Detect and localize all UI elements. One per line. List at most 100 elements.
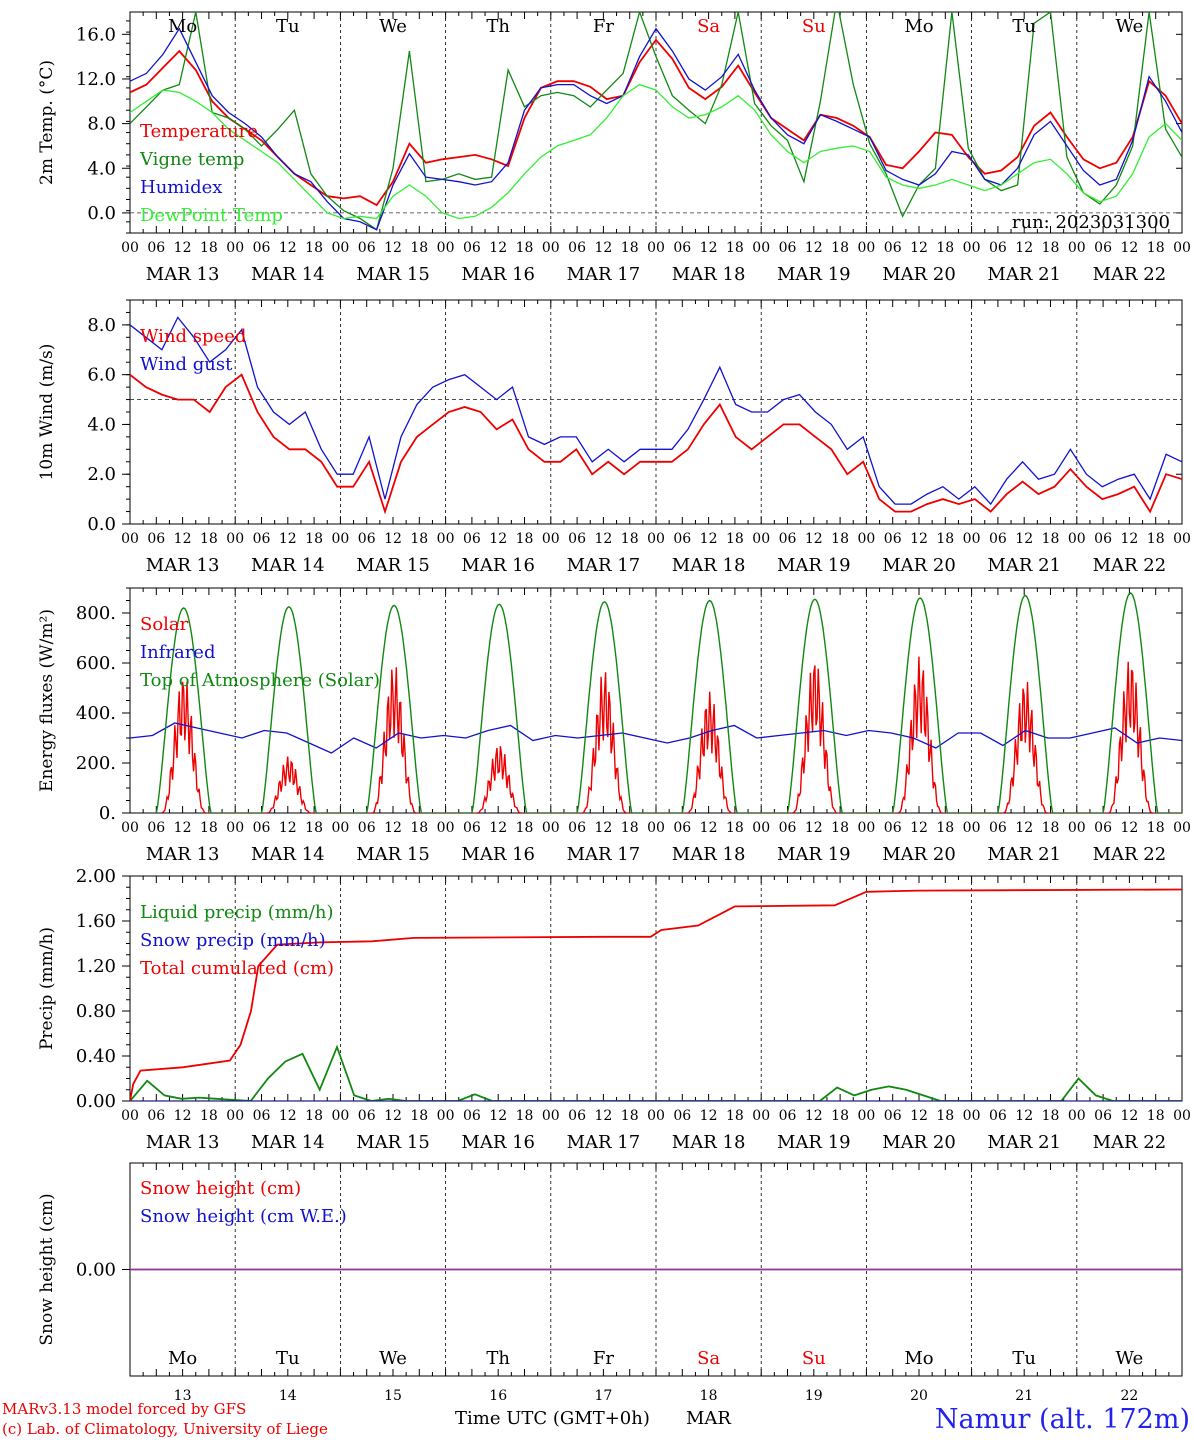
y-axis-label: 10m Wind (m/s) — [37, 344, 57, 481]
date-label: MAR 16 — [461, 264, 535, 285]
hour-label: 06 — [568, 240, 586, 256]
hour-label: 00 — [542, 1108, 560, 1124]
hour-label: 18 — [1147, 820, 1165, 836]
day-number: 14 — [279, 1388, 297, 1404]
date-label: MAR 22 — [1093, 555, 1167, 576]
hour-label: 18 — [1042, 240, 1060, 256]
date-label: MAR 14 — [251, 1132, 325, 1153]
y-axis-label: 2m Temp. (°C) — [37, 60, 57, 185]
hour-label: 18 — [410, 820, 428, 836]
hour-label: 00 — [647, 531, 665, 547]
legend-entry: Snow height (cm W.E.) — [140, 1206, 347, 1227]
series-solar-day — [1003, 681, 1048, 813]
hour-label: 06 — [253, 820, 271, 836]
hour-label: 06 — [779, 1108, 797, 1124]
y-tick-label: 12.0 — [76, 69, 116, 90]
legend-entry: Total cumulated (cm) — [140, 958, 334, 979]
day-name: Th — [486, 1348, 510, 1369]
hour-label: 00 — [331, 531, 349, 547]
hour-label: 00 — [226, 240, 244, 256]
series-group — [130, 12, 1182, 231]
day-name: We — [1116, 16, 1144, 37]
day-name: Tu — [1012, 1348, 1036, 1369]
panel-3: 800. 600. 400. 200. 0. Energy fluxes (W/m²) 00… — [37, 587, 1191, 865]
series-top-of-atmosphere-solar--day — [892, 597, 949, 813]
hour-label: 06 — [989, 1108, 1007, 1124]
hour-label: 12 — [384, 820, 402, 836]
hour-label: 06 — [463, 820, 481, 836]
hour-label: 18 — [936, 531, 954, 547]
date-label: MAR 14 — [251, 264, 325, 285]
hour-label: 00 — [226, 820, 244, 836]
hour-label: 06 — [147, 531, 165, 547]
hour-label: 18 — [726, 820, 744, 836]
series-solar-day — [582, 672, 627, 813]
date-label: MAR 13 — [146, 1132, 220, 1153]
legend-entry: Snow precip (mm/h) — [140, 930, 326, 951]
series-group — [130, 316, 1182, 515]
series-solar-day — [897, 656, 943, 813]
day-name: Tu — [1012, 16, 1036, 37]
series-humidex — [130, 27, 1182, 231]
hour-label: 06 — [989, 820, 1007, 836]
hour-label: 00 — [752, 531, 770, 547]
hour-label: 18 — [410, 531, 428, 547]
hour-label: 18 — [621, 240, 639, 256]
legend-entry: Temperature — [140, 121, 258, 142]
run-label: run: 2023031300 — [1012, 212, 1170, 233]
hour-label: 18 — [200, 531, 218, 547]
series-solar-day — [792, 665, 838, 813]
hour-label: 18 — [305, 820, 323, 836]
hour-label: 18 — [410, 240, 428, 256]
date-label: MAR 20 — [882, 264, 956, 285]
date-label: MAR 19 — [777, 555, 851, 576]
y-tick-label: 6.0 — [87, 365, 116, 386]
date-label: MAR 17 — [567, 844, 641, 865]
hour-label: 00 — [963, 240, 981, 256]
hour-label: 12 — [700, 820, 718, 836]
hour-label: 00 — [857, 820, 875, 836]
hour-label: 00 — [963, 820, 981, 836]
date-label: MAR 22 — [1093, 844, 1167, 865]
hour-label: 12 — [910, 531, 928, 547]
hour-label: 12 — [489, 820, 507, 836]
hour-label: 00 — [542, 240, 560, 256]
hour-label: 18 — [516, 1108, 534, 1124]
hour-label: 06 — [358, 531, 376, 547]
day-name: Mo — [168, 1348, 197, 1369]
y-tick-label: 200. — [76, 753, 116, 774]
series-vigne-temp — [130, 12, 1182, 231]
hour-label: 12 — [489, 240, 507, 256]
day-number: 15 — [384, 1388, 402, 1404]
hour-label: 06 — [568, 531, 586, 547]
hour-label: 00 — [437, 531, 455, 547]
day-name: Fr — [593, 1348, 614, 1369]
day-name: Mo — [168, 16, 197, 37]
series-liquid-precip-mm-h- — [130, 1044, 1182, 1101]
hour-label: 18 — [305, 531, 323, 547]
hour-label: 12 — [700, 240, 718, 256]
day-number: 17 — [594, 1388, 612, 1404]
legend-entry: Liquid precip (mm/h) — [140, 902, 334, 923]
hour-label: 06 — [568, 1108, 586, 1124]
series-solar-day — [266, 756, 311, 813]
date-label: MAR 16 — [461, 844, 535, 865]
series-solar-day — [687, 691, 732, 813]
hour-label: 00 — [647, 240, 665, 256]
hour-label: 00 — [647, 820, 665, 836]
station-name: Namur (alt. 172m) — [935, 1404, 1190, 1435]
hour-label: 06 — [358, 1108, 376, 1124]
series-dewpoint-temp — [130, 83, 1182, 220]
hour-label: 18 — [200, 820, 218, 836]
hour-label: 12 — [1120, 240, 1138, 256]
date-label: MAR 13 — [146, 555, 220, 576]
hour-label: 18 — [621, 531, 639, 547]
legend-entry: Vigne temp — [139, 149, 244, 170]
date-label: MAR 14 — [251, 844, 325, 865]
hour-label: 00 — [1173, 1108, 1191, 1124]
hour-label: 18 — [831, 1108, 849, 1124]
date-label: MAR 14 — [251, 555, 325, 576]
hour-label: 06 — [779, 531, 797, 547]
hour-label: 00 — [752, 1108, 770, 1124]
date-label: MAR 18 — [672, 264, 746, 285]
